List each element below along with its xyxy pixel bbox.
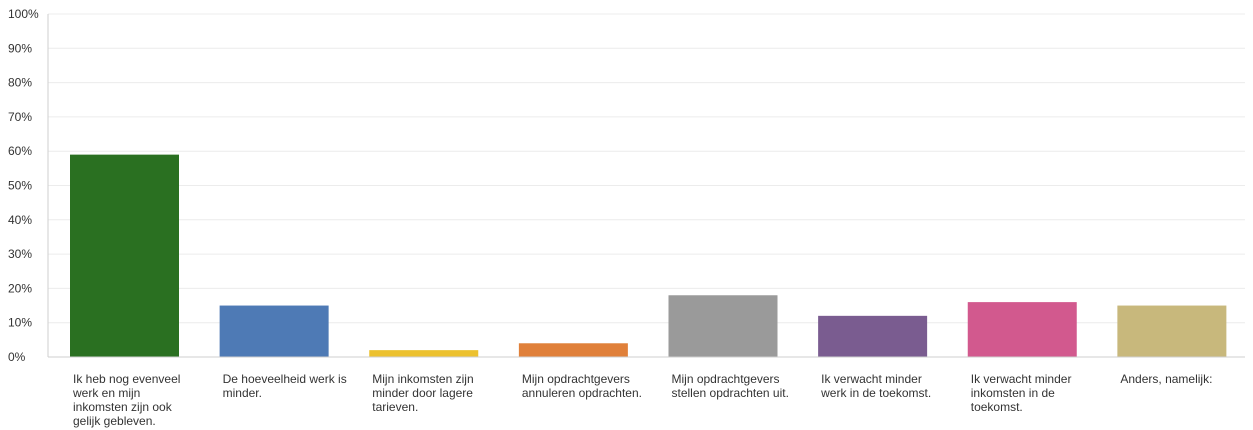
y-tick-label: 0%: [8, 350, 26, 364]
y-tick-label: 100%: [8, 7, 39, 21]
bar: [967, 302, 1077, 357]
x-category-label: Ik verwacht minder werk in de toekomst.: [821, 372, 932, 400]
x-category-label: Anders, namelijk:: [1120, 372, 1213, 386]
y-tick-label: 60%: [8, 144, 32, 158]
x-category-label: Mijn opdrachtgevers annuleren opdrachten…: [521, 372, 642, 400]
x-category-label: Ik heb nog evenveel werk en mijn inkomst…: [73, 372, 181, 428]
bar: [818, 315, 928, 357]
bar: [219, 305, 329, 357]
grid-lines: [48, 13, 1245, 324]
y-tick-label: 20%: [8, 281, 32, 295]
y-tick-label: 70%: [8, 110, 32, 124]
y-tick-label: 90%: [8, 41, 32, 55]
bar: [518, 343, 628, 357]
y-tick-label: 30%: [8, 247, 32, 261]
x-category-label: Ik verwacht minder inkomsten in de toeko…: [970, 372, 1072, 414]
bar: [668, 295, 778, 357]
y-tick-label: 80%: [8, 76, 32, 90]
y-tick-label: 50%: [8, 179, 32, 193]
x-category-label: Mijn opdrachtgevers stellen opdrachten u…: [671, 372, 789, 400]
y-axis-ticks: 0% 10% 20% 30% 40% 50% 60% 70% 80% 90% 100%: [8, 7, 39, 364]
bar: [369, 350, 479, 357]
y-tick-label: 10%: [8, 316, 32, 330]
x-category-label: De hoeveelheid werk is minder.: [222, 372, 347, 400]
x-category-label: Mijn inkomsten zijn minder door lagere t…: [372, 372, 474, 414]
bar: [70, 154, 179, 357]
bars: [70, 154, 1227, 357]
y-tick-label: 40%: [8, 213, 32, 227]
bar: [1117, 305, 1227, 357]
